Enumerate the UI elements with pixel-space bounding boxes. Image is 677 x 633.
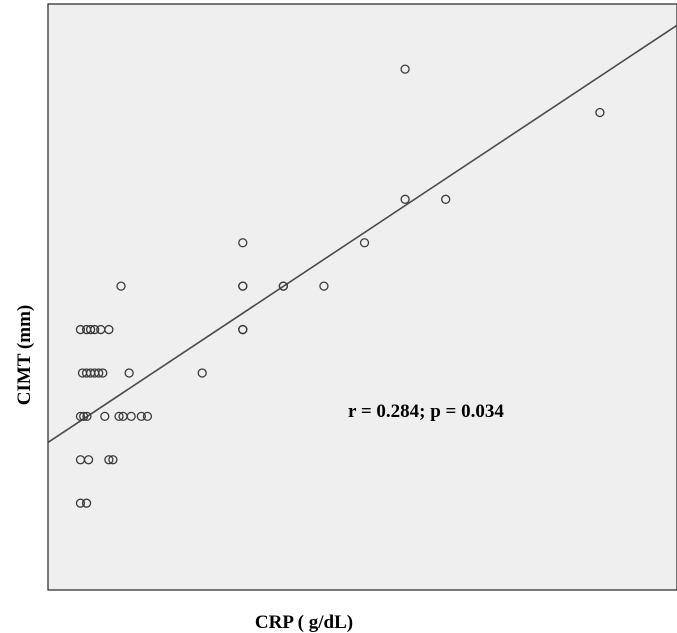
x-axis-title: CRP ( g/dL): [255, 612, 353, 633]
data-point: [75, 498, 86, 508]
data-point: [238, 238, 248, 248]
data-points-layer: [75, 64, 605, 508]
data-point: [197, 368, 207, 378]
regression-line-layer: [47, 24, 677, 444]
plot-area: [47, 3, 677, 591]
data-point: [124, 368, 134, 378]
data-point: [104, 324, 114, 335]
data-point: [238, 324, 248, 335]
data-point: [441, 194, 451, 204]
data-point: [81, 498, 92, 508]
data-point: [126, 411, 136, 422]
data-point: [400, 194, 410, 204]
correlation-annotation: r = 0.284; p = 0.034: [348, 401, 504, 422]
regression-line: [47, 24, 677, 444]
data-point: [98, 368, 108, 378]
data-point: [238, 281, 248, 291]
data-point: [108, 455, 118, 465]
data-point: [79, 411, 89, 422]
data-point: [595, 107, 605, 118]
data-point: [319, 281, 329, 291]
data-point: [400, 64, 410, 74]
data-point: [278, 281, 289, 291]
data-point: [359, 238, 370, 248]
data-point: [94, 368, 104, 378]
y-axis-title: CIMT (mm): [14, 305, 35, 405]
data-point: [82, 411, 92, 422]
data-point: [116, 281, 126, 291]
data-point: [90, 324, 100, 335]
data-point: [136, 411, 146, 422]
data-point: [75, 411, 86, 422]
data-point: [142, 411, 153, 422]
data-point: [85, 324, 96, 335]
data-point: [100, 411, 110, 422]
data-point: [83, 455, 94, 465]
data-point: [114, 411, 124, 422]
data-point: [75, 324, 86, 335]
data-point: [104, 455, 114, 465]
